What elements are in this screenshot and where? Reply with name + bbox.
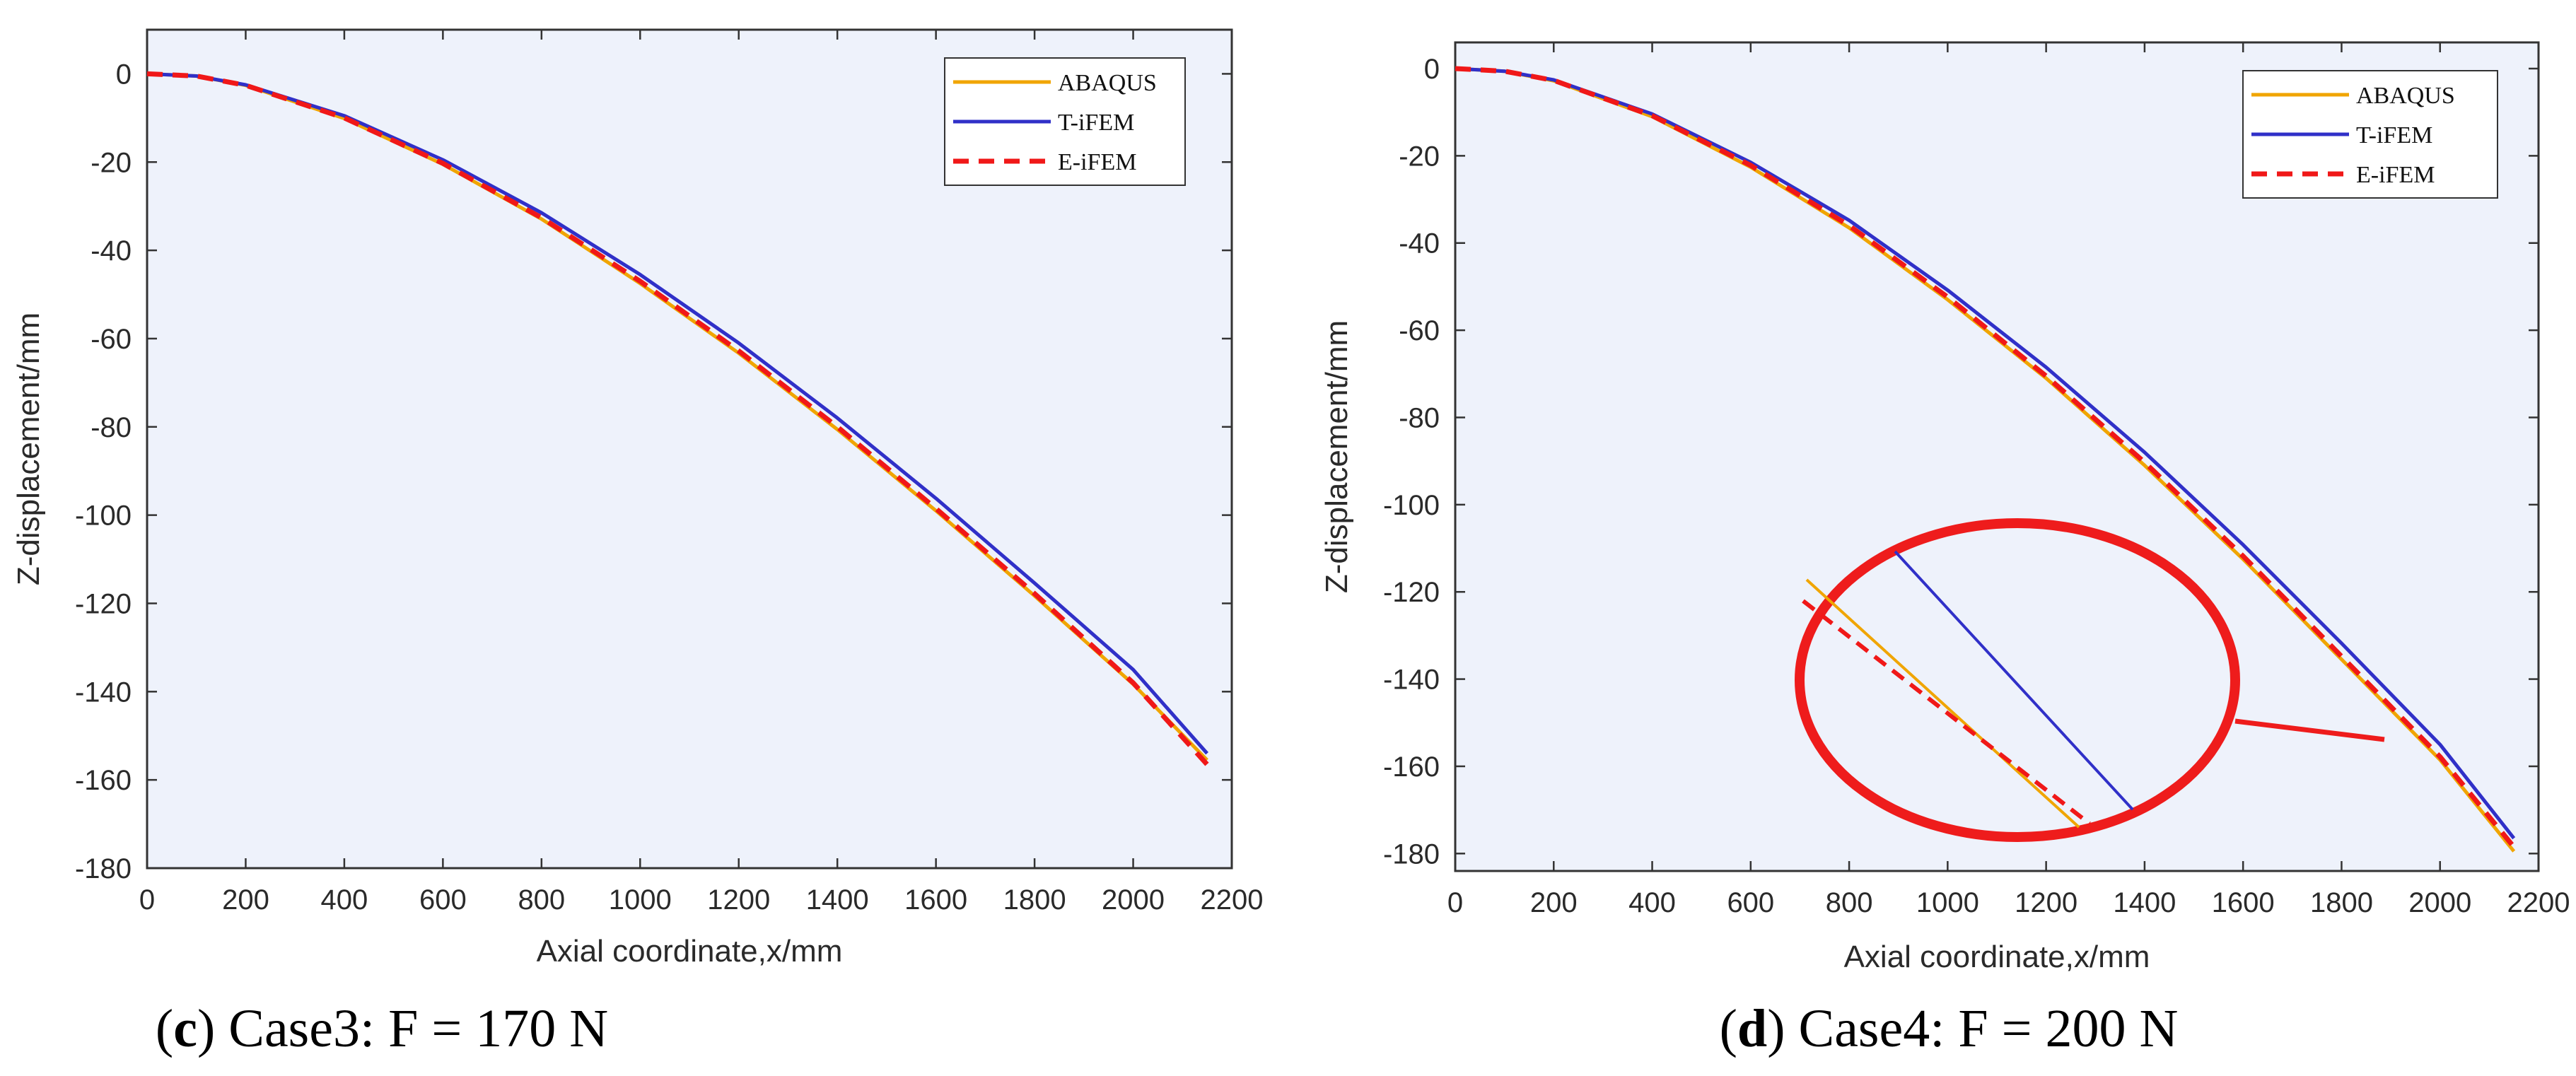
y-tick-label: 0	[1424, 54, 1440, 85]
x-tick-label: 1200	[707, 884, 770, 916]
zoom-circle	[1795, 518, 2240, 842]
y-tick-label: -80	[91, 412, 132, 443]
legend-label-abaqus: ABAQUS	[2356, 83, 2455, 109]
x-tick-label: 800	[518, 884, 565, 916]
series-line-t-ifem	[146, 71, 1208, 755]
y-tick-label: -100	[75, 501, 132, 532]
legend-label-abaqus: ABAQUS	[1058, 70, 1157, 96]
caption-text: ) Case4: F = 200 N	[1767, 999, 2178, 1058]
zoom-line-t-ifem	[1894, 550, 2134, 811]
legend-label-e-ifem: E-iFEM	[2356, 162, 2435, 188]
y-tick-label: -180	[1383, 838, 1440, 870]
x-tick-label: 2200	[2507, 887, 2570, 918]
x-tick-label: 600	[1727, 887, 1774, 918]
y-tick-label: -40	[1399, 228, 1440, 259]
y-tick-label: -160	[75, 765, 132, 796]
x-tick-label: 1400	[806, 884, 869, 916]
y-tick-label: -20	[91, 147, 132, 178]
x-tick-label: 1400	[2113, 887, 2176, 918]
panel-caption: (c) Case3: F = 170 N	[156, 999, 608, 1058]
y-tick-label: -60	[1399, 315, 1440, 346]
x-tick-label: 400	[321, 884, 368, 916]
series-line-e-ifem	[146, 71, 1209, 766]
x-tick-label: 1800	[2310, 887, 2373, 918]
x-tick-label: 1200	[2015, 887, 2077, 918]
zoom-line-abaqus	[1805, 578, 2080, 829]
panel-d: 0 200 400 600 800 1000 1200 1400 1600 1800 2000 220…	[1319, 41, 2570, 1058]
x-tick-label: 0	[1447, 887, 1463, 918]
x-tick-label: 600	[419, 884, 467, 916]
y-tick-label: -40	[91, 235, 132, 267]
x-axis-label: Axial coordinate,x/mm	[1844, 940, 2150, 974]
x-tick-label: 2000	[1102, 884, 1165, 916]
y-tick-label: -80	[1399, 402, 1440, 433]
x-tick-label: 400	[1628, 887, 1676, 918]
caption-letter: c	[173, 999, 197, 1058]
caption-open: (	[1720, 999, 1737, 1058]
legend-label-t-ifem: T-iFEM	[1058, 110, 1134, 136]
y-tick-label: -120	[1383, 577, 1440, 608]
y-tick-label: -140	[75, 677, 132, 708]
x-tick-label: 1800	[1003, 884, 1066, 916]
y-tick-label: 0	[116, 59, 132, 90]
y-tick-label: -120	[75, 588, 132, 619]
y-tick-label: -60	[91, 324, 132, 355]
x-tick-label: 2200	[1201, 884, 1264, 916]
zoom-line-e-ifem	[1802, 599, 2091, 826]
y-tick-label: -20	[1399, 141, 1440, 172]
x-tick-label: 1600	[904, 884, 967, 916]
y-axis-label: Z-displacement/mm	[1319, 320, 1354, 593]
zoom-pointer	[2234, 718, 2385, 742]
x-tick-label: 200	[222, 884, 269, 916]
legend-label-e-ifem: E-iFEM	[1058, 149, 1136, 175]
x-tick-label: 800	[1826, 887, 1873, 918]
legend-label-t-ifem: T-iFEM	[2356, 122, 2432, 148]
x-tick-label: 2000	[2408, 887, 2471, 918]
panel-c: 0 200 400 600 800 1000 1200 1400 1600 1800 2000 220…	[11, 28, 1264, 1058]
y-tick-label: -140	[1383, 665, 1440, 696]
caption-text: ) Case3: F = 170 N	[197, 999, 608, 1058]
caption-letter: d	[1737, 999, 1767, 1058]
panel-caption: (d) Case4: F = 200 N	[1720, 999, 2179, 1058]
x-tick-label: 1000	[1916, 887, 1979, 918]
y-axis-label: Z-displacement/mm	[11, 312, 46, 585]
x-tick-label: 200	[1530, 887, 1578, 918]
series-line-t-ifem	[1455, 66, 2516, 840]
x-axis-label: Axial coordinate,x/mm	[537, 934, 843, 969]
y-tick-label: -180	[75, 853, 132, 884]
x-tick-label: 1000	[609, 884, 672, 916]
y-tick-label: -160	[1383, 752, 1440, 783]
x-tick-label: 1600	[2212, 887, 2275, 918]
x-tick-label: 0	[139, 884, 155, 916]
caption-open: (	[156, 999, 173, 1058]
y-tick-label: -100	[1383, 490, 1440, 521]
